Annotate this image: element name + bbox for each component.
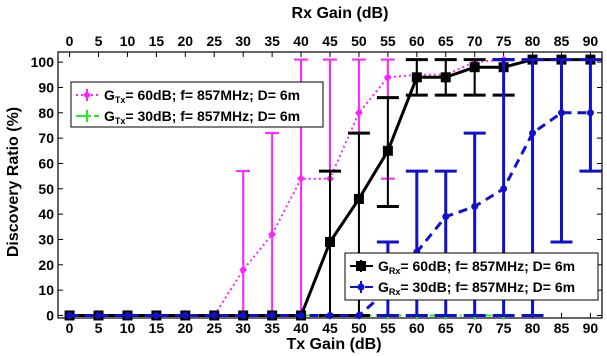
top-tick-label: 40 <box>293 33 309 49</box>
data-point-marker <box>500 185 508 193</box>
top-tick-label: 60 <box>409 33 425 49</box>
y-tick-label: 20 <box>38 257 54 273</box>
bottom-tick-label: 90 <box>583 320 599 336</box>
top-tick-label: 20 <box>178 33 194 49</box>
data-point-marker <box>152 311 160 319</box>
data-point-marker <box>325 237 335 247</box>
bottom-tick-label: 10 <box>120 320 136 336</box>
y-tick-label: 80 <box>38 105 54 121</box>
top-tick-label: 65 <box>438 33 454 49</box>
data-point-marker <box>83 91 91 99</box>
legend-box <box>70 81 324 128</box>
data-point-marker <box>382 145 393 156</box>
top-tick-label: 55 <box>380 33 396 49</box>
bottom-tick-label: 5 <box>95 320 103 336</box>
y-tick-label: 90 <box>38 79 54 95</box>
top-tick-label: 80 <box>525 33 541 49</box>
bottom-tick-label: 35 <box>264 320 280 336</box>
data-point-marker <box>356 261 366 271</box>
data-point-marker <box>529 129 537 137</box>
legend-upper-left: GTx= 60dB; f= 857MHz; D= 6m GTx= 30dB; f=… <box>70 81 324 128</box>
legend-label: GRx= 60dB; f= 857MHz; D= 6m <box>378 258 575 276</box>
data-point-marker <box>297 174 306 183</box>
top-tick-label: 25 <box>206 33 222 49</box>
data-point-marker <box>586 109 594 117</box>
y-tick-label: 60 <box>38 155 54 171</box>
top-tick-label: 50 <box>351 33 367 49</box>
top-tick-label: 0 <box>66 33 74 49</box>
data-point-marker <box>83 112 91 120</box>
data-point-marker <box>326 311 334 319</box>
data-point-marker <box>181 311 189 319</box>
legend-swatch <box>76 110 99 122</box>
data-point-marker <box>557 109 565 117</box>
data-point-marker <box>95 311 103 319</box>
legend-label: GTx= 60dB; f= 857MHz; D= 6m <box>104 87 300 105</box>
bottom-tick-label: 50 <box>351 320 367 336</box>
data-point-marker <box>440 72 451 83</box>
bottom-axis-title: Tx Gain (dB) <box>286 336 381 353</box>
data-point-marker <box>471 203 479 211</box>
top-tick-label: 5 <box>95 33 103 49</box>
top-tick-label: 70 <box>467 33 483 49</box>
bottom-tick-label: 55 <box>380 320 396 336</box>
legend-swatch <box>350 260 373 272</box>
data-point-marker <box>239 265 248 274</box>
bottom-tick-label: 0 <box>66 320 74 336</box>
bottom-tick-label: 80 <box>525 320 541 336</box>
legend-swatch <box>76 89 99 101</box>
legend-label: GRx= 30dB; f= 857MHz; D= 6m <box>378 279 575 297</box>
bottom-tick-label: 25 <box>206 320 222 336</box>
data-point-marker <box>469 62 480 73</box>
data-point-marker <box>353 193 364 204</box>
data-point-marker <box>66 311 74 319</box>
data-point-marker <box>357 283 365 291</box>
bottom-tick-label: 65 <box>438 320 454 336</box>
data-point-marker <box>411 72 422 83</box>
y-tick-label: 40 <box>38 206 54 222</box>
data-point-marker <box>123 311 131 319</box>
top-tick-label: 90 <box>583 33 599 49</box>
data-point-marker <box>239 311 247 319</box>
top-tick-label: 45 <box>322 33 338 49</box>
y-tick-label: 0 <box>46 307 54 323</box>
y-tick-label: 30 <box>38 231 54 247</box>
bottom-tick-label: 70 <box>467 320 483 336</box>
data-point-marker <box>442 213 450 221</box>
top-axis-title: Rx Gain (dB) <box>292 5 389 22</box>
bottom-tick-label: 40 <box>293 320 309 336</box>
data-point-marker <box>268 230 277 239</box>
data-point-marker <box>210 311 218 319</box>
y-tick-label: 70 <box>38 130 54 146</box>
top-tick-label: 75 <box>496 33 512 49</box>
series-line <box>69 58 504 317</box>
data-point-marker <box>383 73 392 82</box>
data-point-marker <box>355 311 363 319</box>
top-tick-label: 30 <box>235 33 251 49</box>
legend-lower-right: GRx= 60dB; f= 857MHz; D= 6m GRx= 30dB; f=… <box>344 252 599 301</box>
top-tick-label: 85 <box>554 33 570 49</box>
bottom-tick-label: 20 <box>178 320 194 336</box>
y-axis-title: Discovery Ratio (%) <box>5 107 22 257</box>
data-point-marker <box>268 311 276 319</box>
bottom-tick-label: 15 <box>149 320 165 336</box>
top-tick-label: 10 <box>120 33 136 49</box>
bottom-tick-label: 60 <box>409 320 425 336</box>
legend-box <box>344 252 599 301</box>
bottom-tick-label: 30 <box>235 320 251 336</box>
bottom-tick-label: 45 <box>322 320 338 336</box>
top-tick-label: 15 <box>149 33 165 49</box>
top-tick-label: 35 <box>264 33 280 49</box>
bottom-tick-label: 85 <box>554 320 570 336</box>
y-tick-label: 50 <box>38 181 54 197</box>
y-tick-label: 10 <box>38 282 54 298</box>
bottom-tick-label: 75 <box>496 320 512 336</box>
legend-swatch <box>350 281 373 293</box>
legend-label: GTx= 30dB; f= 857MHz; D= 6m <box>104 108 300 126</box>
y-tick-label: 100 <box>31 54 55 70</box>
data-point-marker <box>354 108 363 117</box>
data-point-marker <box>297 311 305 319</box>
